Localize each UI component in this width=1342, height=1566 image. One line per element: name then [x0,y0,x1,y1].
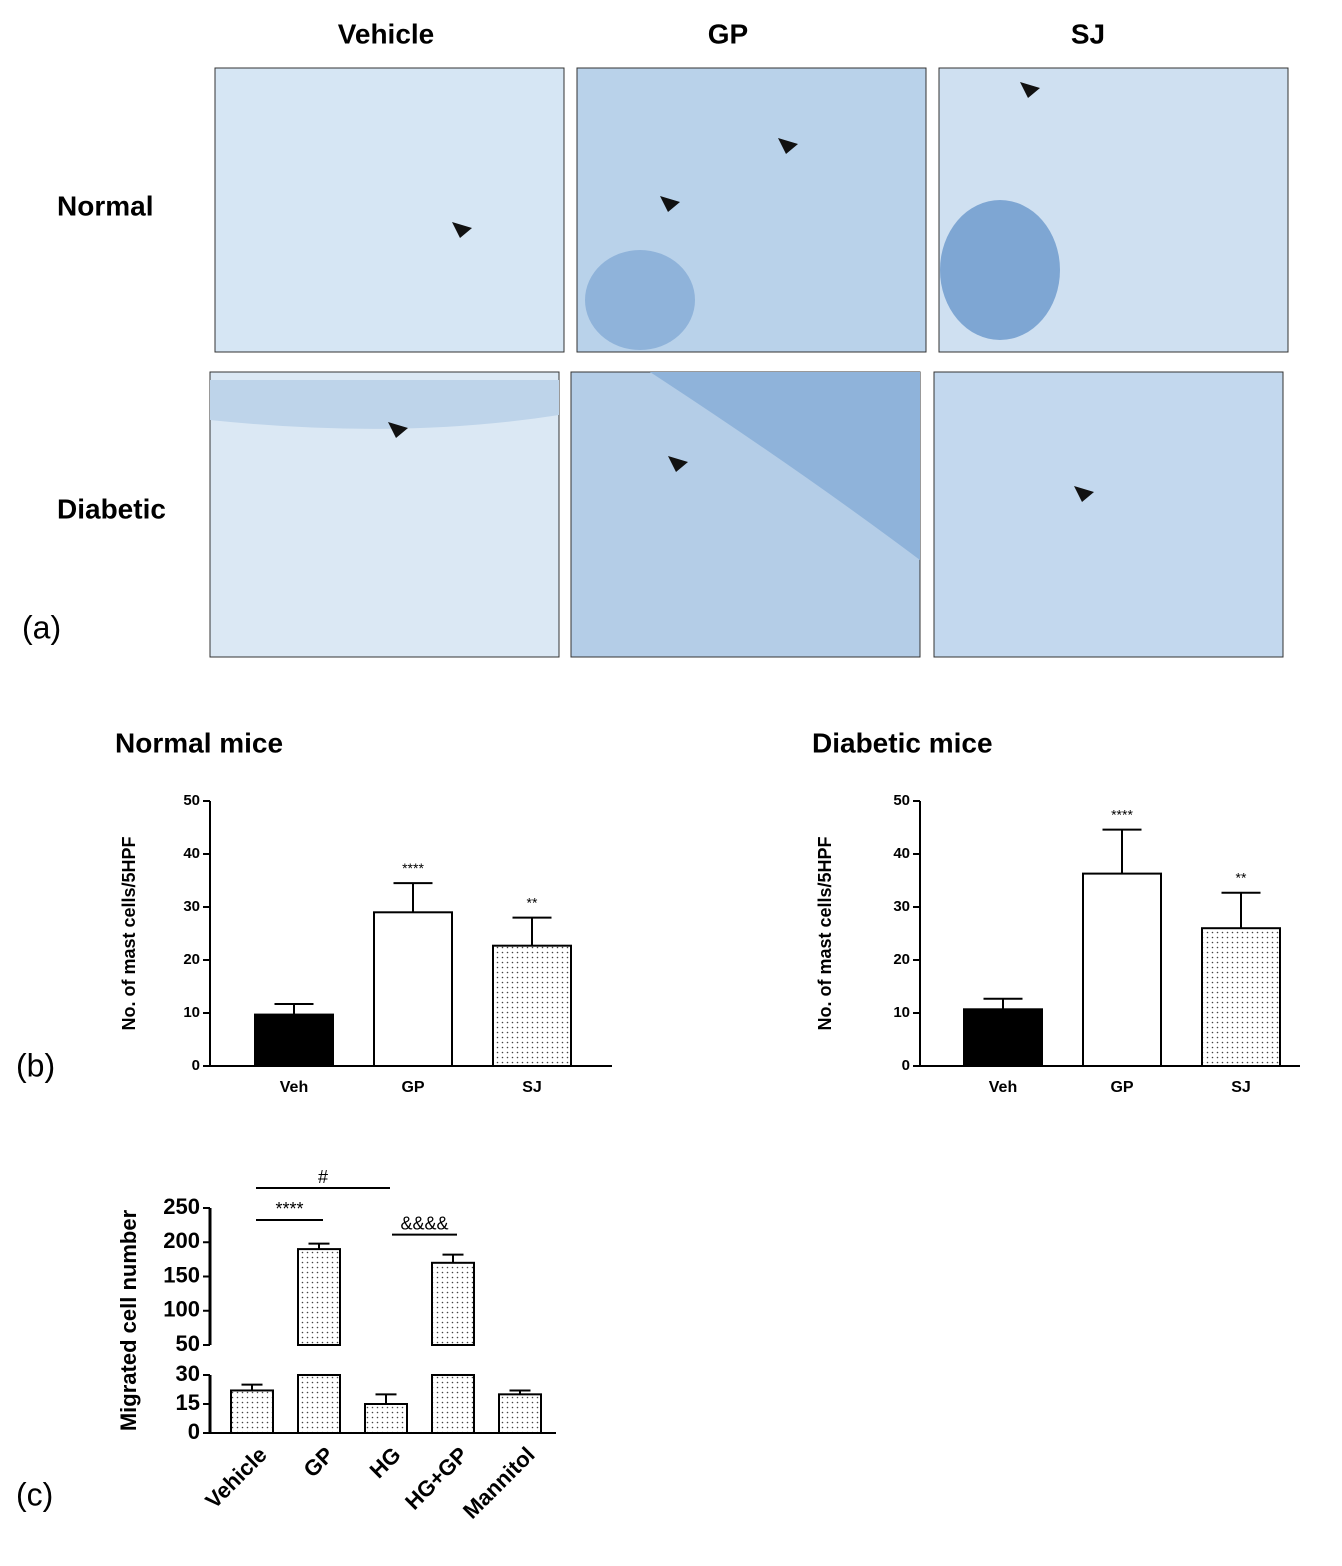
micrograph [933,371,1284,658]
y-tick-label: 50 [183,792,200,809]
arrowhead [660,196,680,212]
y-tick-label: 100 [163,1297,200,1322]
y-tick-label: 10 [183,1004,200,1021]
y-tick-label: 0 [192,1057,200,1074]
y-tick-label: 20 [183,951,200,968]
column-label: GP [708,18,748,49]
y-axis-label: No. of mast cells/5HPF [119,836,139,1030]
panel-label: (b) [16,1047,55,1083]
bar [297,1374,341,1434]
x-tick-label: Vehicle [200,1442,271,1513]
y-tick-label: 50 [176,1331,200,1356]
x-tick-label: SJ [1231,1079,1251,1096]
bar [364,1403,408,1434]
x-tick-label: Veh [989,1079,1017,1096]
y-tick-label: 30 [183,898,200,915]
significance: ** [1236,869,1247,885]
tissue [650,372,920,560]
column-label: Vehicle [338,18,435,49]
significance: ** [527,894,538,910]
tissue [585,250,695,350]
x-tick-label: GP [1110,1079,1133,1096]
y-tick-label: 0 [902,1057,910,1074]
tissue [210,380,559,429]
bar [230,1389,274,1435]
bar [431,1374,475,1434]
y-tick-label: 15 [176,1390,200,1415]
arrowhead [1074,486,1094,502]
y-tick-label: 200 [163,1228,200,1253]
y-tick-label: 40 [893,845,910,862]
row-label: Diabetic [57,493,166,524]
x-tick-label: GP [298,1442,338,1482]
arrowhead [668,456,688,472]
significance: **** [402,860,424,876]
panel-label: (c) [16,1476,53,1512]
arrowhead [778,138,798,154]
y-tick-label: 30 [176,1361,200,1386]
arrowhead [1020,82,1040,98]
bar [254,1013,334,1068]
x-tick-label: GP [401,1079,424,1096]
bar [963,1008,1043,1067]
y-axis-label: No. of mast cells/5HPF [815,836,835,1030]
bar [431,1261,475,1347]
tissue [940,200,1060,340]
bracket-label: &&&& [400,1213,448,1233]
bar [297,1248,341,1346]
x-tick-label: Mannitol [458,1442,540,1524]
chart-title: Diabetic mice [812,727,993,758]
bar [1082,872,1162,1067]
y-tick-label: 50 [893,792,910,809]
panel-label: (a) [22,609,61,645]
significance: **** [1111,806,1133,822]
row-label: Normal [57,190,153,221]
micrograph [214,67,565,353]
x-tick-label: HG [365,1442,406,1483]
x-tick-label: SJ [522,1079,542,1096]
y-tick-label: 30 [893,898,910,915]
y-axis-label: Migrated cell number [116,1209,141,1431]
chart-title: Normal mice [115,727,283,758]
x-tick-label: Veh [280,1079,308,1096]
bar [373,911,453,1067]
bar [1201,927,1281,1068]
y-tick-label: 10 [893,1004,910,1021]
y-tick-label: 20 [893,951,910,968]
bar [498,1393,542,1435]
arrowhead [388,422,408,438]
y-tick-label: 0 [188,1419,200,1444]
micrograph-grid [209,67,1289,658]
y-tick-label: 250 [163,1194,200,1219]
arrowhead [452,222,472,238]
bar [492,944,572,1067]
y-tick-label: 150 [163,1262,200,1287]
bracket-label: # [318,1167,328,1187]
column-label: SJ [1071,18,1105,49]
bracket-label: **** [275,1199,303,1219]
y-tick-label: 40 [183,845,200,862]
